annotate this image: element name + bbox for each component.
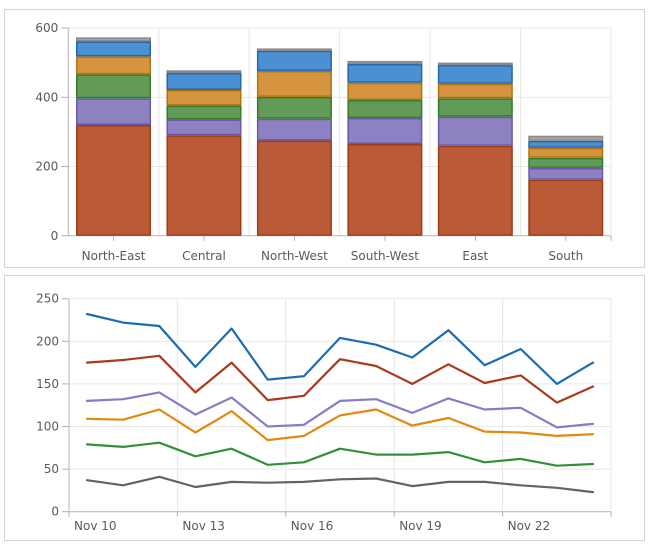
bar-segment-purple-series[interactable] <box>76 98 152 125</box>
bar-segment-orange-series[interactable] <box>256 70 332 97</box>
y-axis-label: 100 <box>36 420 59 434</box>
x-axis-date-label: Nov 19 <box>399 519 442 533</box>
y-axis-label: 400 <box>35 90 58 104</box>
bar-segment-rust-series[interactable] <box>347 144 423 236</box>
bar-segment-gray-series[interactable] <box>166 70 242 74</box>
bar-segment-green-series[interactable] <box>76 74 152 99</box>
bar-segment-orange-series[interactable] <box>166 89 242 106</box>
bar-segment-purple-series[interactable] <box>437 116 513 146</box>
bar-segment-purple-series[interactable] <box>347 118 423 145</box>
line-series-green-series[interactable] <box>85 441 595 467</box>
stacked-bar-chart-panel: 0 200 400 600 North-East Central North-West Sou… <box>4 9 645 268</box>
bar-segment-orange-series[interactable] <box>528 147 604 158</box>
bar-segment-green-series[interactable] <box>347 100 423 119</box>
line-series-gray-series[interactable] <box>85 475 595 494</box>
bar-segment-gray-series[interactable] <box>528 135 604 141</box>
y-axis-label: 0 <box>51 505 59 519</box>
x-axis-date-label: Nov 22 <box>508 519 551 533</box>
bar-segment-orange-series[interactable] <box>347 82 423 101</box>
x-axis-category-label: East <box>462 249 488 263</box>
bar-segment-purple-series[interactable] <box>166 119 242 136</box>
x-axis-category-label: South <box>548 249 583 263</box>
x-axis-date-label: Nov 16 <box>291 519 334 533</box>
bar-segment-purple-series[interactable] <box>256 118 332 141</box>
bar-segment-green-series[interactable] <box>166 105 242 120</box>
y-axis-label: 50 <box>44 462 59 476</box>
y-axis-label: 600 <box>35 21 58 35</box>
x-axis-date-label: Nov 10 <box>74 519 117 533</box>
bar-segment-green-series[interactable] <box>528 157 604 168</box>
bar-segment-blue-series[interactable] <box>256 50 332 71</box>
bar-segment-orange-series[interactable] <box>437 83 513 99</box>
bar-segment-rust-series[interactable] <box>166 135 242 236</box>
bar-segment-purple-series[interactable] <box>528 167 604 180</box>
line-series-blue-series[interactable] <box>85 312 595 386</box>
stacked-bar-chart[interactable]: 0 200 400 600 North-East Central North-West Sou… <box>5 10 644 267</box>
line-series-red-series[interactable] <box>85 354 595 404</box>
line-series-orange-series[interactable] <box>85 408 595 442</box>
bar-segment-rust-series[interactable] <box>528 179 604 236</box>
line-chart[interactable]: 0 50 100 150 200 250 Nov 10 Nov 13 Nov 16 Nov 19 N… <box>5 276 644 540</box>
bar-segment-gray-series[interactable] <box>256 48 332 51</box>
bar-segment-green-series[interactable] <box>256 96 332 119</box>
y-axis-label: 200 <box>35 160 58 174</box>
bar-segment-blue-series[interactable] <box>166 73 242 90</box>
bar-segment-orange-series[interactable] <box>76 56 152 75</box>
bar-segment-blue-series[interactable] <box>528 140 604 148</box>
x-axis-category-label: Central <box>182 249 226 263</box>
bar-segment-gray-series[interactable] <box>437 62 513 66</box>
bar-segment-gray-series[interactable] <box>347 60 423 65</box>
y-axis-label: 200 <box>36 334 59 348</box>
bar-segment-blue-series[interactable] <box>76 41 152 57</box>
bar-segment-rust-series[interactable] <box>76 124 152 236</box>
x-axis-category-label: North-East <box>82 249 146 263</box>
x-axis-category-label: North-West <box>261 249 328 263</box>
bar-segment-blue-series[interactable] <box>437 65 513 84</box>
bar-segment-green-series[interactable] <box>437 98 513 117</box>
line-series-purple-series[interactable] <box>85 391 595 429</box>
bar-segment-blue-series[interactable] <box>347 64 423 83</box>
y-axis-label: 150 <box>36 377 59 391</box>
x-axis-date-label: Nov 13 <box>182 519 225 533</box>
bar-segment-gray-series[interactable] <box>76 37 152 42</box>
y-axis-label: 250 <box>36 292 59 306</box>
x-axis-category-label: South-West <box>351 249 420 263</box>
bar-segment-rust-series[interactable] <box>437 145 513 236</box>
y-axis-label: 0 <box>51 229 59 243</box>
line-chart-panel: 0 50 100 150 200 250 Nov 10 Nov 13 Nov 16 Nov 19 N… <box>4 275 645 541</box>
bar-segment-rust-series[interactable] <box>256 140 332 236</box>
